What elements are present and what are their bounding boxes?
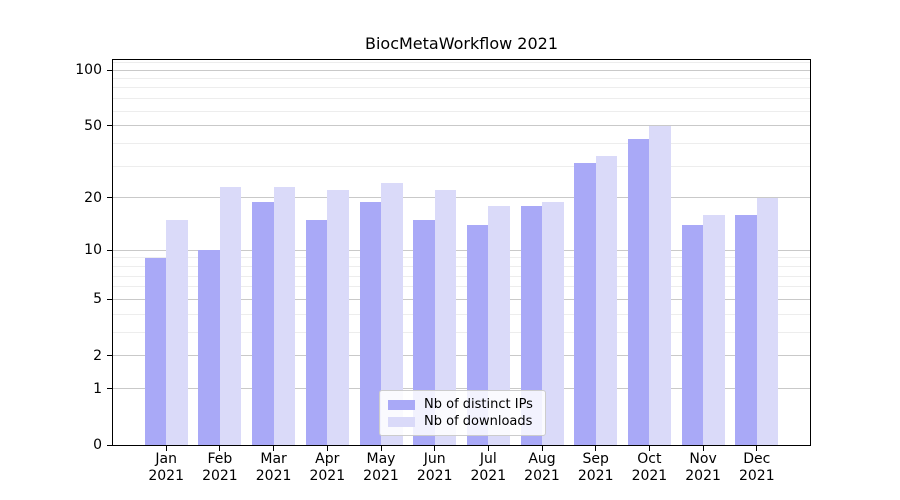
bar-distinct-ips	[144, 257, 167, 445]
gridline-minor	[113, 257, 810, 259]
gridline-minor	[113, 61, 810, 63]
x-tick	[595, 446, 597, 451]
bar-distinct-ips	[252, 201, 274, 445]
bar-downloads	[219, 186, 242, 445]
x-tick	[165, 446, 167, 451]
bar-downloads	[542, 201, 564, 445]
gridline-minor	[113, 165, 810, 167]
bar-distinct-ips	[198, 250, 220, 445]
gridline-major	[113, 125, 810, 126]
x-tick	[648, 446, 650, 451]
bar-downloads	[273, 186, 296, 445]
x-tick-label: Jun 2021	[416, 451, 453, 484]
y-tick	[107, 355, 112, 357]
x-tick-label: May 2021	[363, 451, 399, 484]
gridline-minor	[113, 87, 810, 89]
bar-downloads	[649, 125, 671, 445]
legend-swatch	[388, 416, 415, 427]
gridline-minor	[113, 142, 810, 144]
x-tick-label: Aug 2021	[524, 451, 560, 484]
x-tick-label: Apr 2021	[309, 451, 346, 484]
x-tick	[756, 446, 758, 451]
bar-downloads	[595, 156, 618, 445]
legend-item: Nb of downloads	[388, 413, 537, 430]
y-tick	[107, 298, 112, 300]
y-tick-label: 50	[84, 117, 102, 134]
x-tick-label: Sep 2021	[577, 451, 614, 484]
legend-item: Nb of distinct IPs	[388, 396, 537, 413]
bar-downloads	[703, 214, 725, 445]
y-tick-label: 100	[75, 62, 102, 78]
gridline-major	[113, 298, 810, 300]
bar-downloads	[327, 190, 349, 445]
gridline-major	[113, 355, 810, 357]
x-tick-label: Dec 2021	[738, 451, 775, 484]
x-tick	[487, 446, 489, 451]
gridline-minor	[113, 286, 810, 288]
y-tick	[107, 444, 112, 446]
gridline-major	[113, 249, 810, 251]
bar-distinct-ips	[359, 201, 381, 445]
legend-label: Nb of distinct IPs	[424, 397, 533, 412]
x-tick-label: Nov 2021	[685, 451, 721, 484]
y-tick-label: 2	[93, 347, 102, 364]
x-tick	[219, 446, 221, 451]
x-tick-label: Oct 2021	[631, 451, 668, 484]
bar-distinct-ips	[574, 163, 596, 445]
gridline-minor	[113, 110, 810, 112]
y-tick-label: 20	[84, 189, 102, 206]
gridline-minor	[113, 266, 810, 267]
gridline-minor	[113, 78, 810, 79]
gridline-minor	[113, 275, 810, 277]
x-tick	[273, 446, 275, 451]
y-tick-label: 5	[93, 291, 102, 308]
y-tick-label: 1	[93, 380, 102, 397]
bar-downloads	[166, 219, 188, 445]
x-tick	[380, 446, 382, 451]
y-tick	[107, 125, 112, 126]
y-tick	[107, 197, 112, 199]
x-tick	[702, 446, 704, 451]
bar-downloads	[381, 183, 403, 445]
gridline-minor	[113, 331, 810, 333]
legend: Nb of distinct IPs Nb of downloads	[379, 390, 546, 436]
y-tick-label: 10	[84, 242, 102, 259]
bar-downloads	[756, 197, 779, 445]
bar-downloads	[488, 205, 510, 445]
x-tick	[541, 446, 543, 451]
bar-distinct-ips	[627, 139, 650, 445]
gridline-minor	[113, 313, 810, 315]
bar-distinct-ips	[735, 214, 757, 445]
x-tick-label: Jul 2021	[470, 451, 507, 484]
bar-distinct-ips	[413, 219, 435, 445]
x-tick-label: Mar 2021	[255, 451, 292, 484]
x-tick-label: Jan 2021	[148, 451, 184, 484]
bar-downloads	[434, 190, 457, 445]
y-tick	[107, 69, 112, 71]
y-tick	[107, 388, 112, 390]
x-tick-label: Feb 2021	[202, 451, 238, 484]
legend-swatch	[388, 399, 415, 410]
legend-label: Nb of downloads	[424, 414, 533, 429]
gridline-minor	[113, 98, 810, 100]
gridline-major	[113, 69, 810, 71]
gridline-major	[113, 388, 810, 390]
bar-distinct-ips	[681, 225, 704, 445]
gridline-major	[113, 197, 810, 199]
bar-distinct-ips	[305, 219, 328, 445]
chart-title: BiocMetaWorkflow 2021	[364, 34, 558, 53]
y-tick-label: 0	[93, 437, 102, 453]
x-tick	[434, 446, 436, 451]
bar-distinct-ips	[520, 205, 542, 445]
y-tick	[107, 249, 112, 251]
x-tick	[326, 446, 328, 451]
